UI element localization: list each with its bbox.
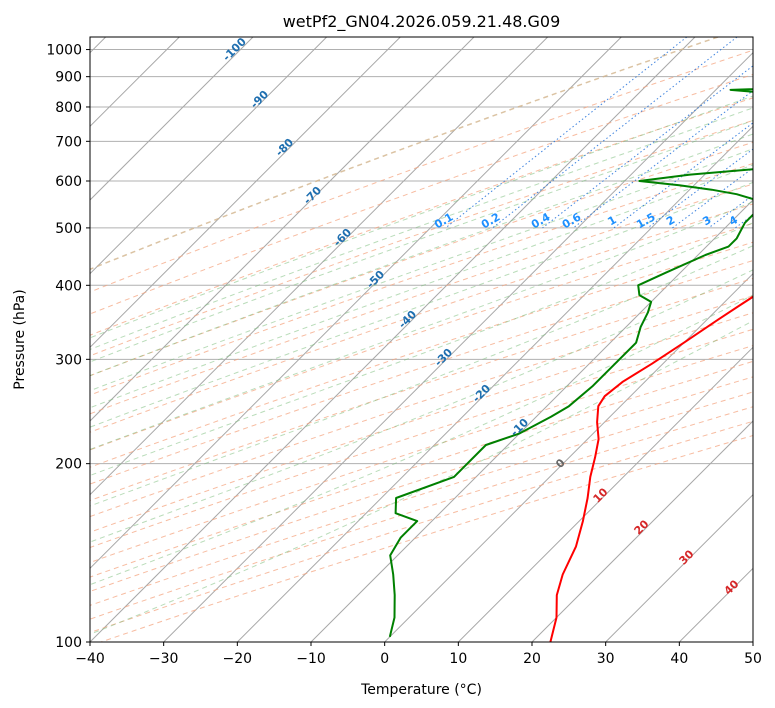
chart-title: wetPf2_GN04.2026.059.21.48.G09 — [283, 12, 561, 32]
moist-adiabat — [90, 148, 753, 392]
dry-adiabat — [90, 277, 753, 502]
dry-adiabat — [90, 420, 753, 634]
isobar-gridlines — [90, 49, 753, 642]
dry-adiabats — [90, 37, 753, 642]
moist-adiabat — [90, 294, 753, 586]
moist-adiabat — [90, 245, 753, 507]
x-tick-label: −10 — [296, 651, 326, 667]
dry-adiabat — [90, 312, 753, 533]
mixing-ratio-lines — [445, 37, 753, 229]
dry-adiabat-label: -60 — [331, 226, 354, 249]
moist-adiabat — [90, 181, 753, 428]
y-tick-label: 500 — [55, 221, 82, 237]
y-tick-label: 900 — [55, 70, 82, 86]
mixing-ratio-label: 2 — [664, 213, 677, 228]
dry-adiabat-label: -40 — [396, 308, 419, 331]
x-axis-ticks: −40 −30 −20 −10 0 10 20 30 40 50 — [75, 642, 762, 667]
mixing-ratio-line — [672, 167, 753, 229]
dry-adiabat — [90, 328, 753, 549]
dewpoint-trace — [388, 88, 753, 638]
y-tick-label: 600 — [55, 174, 82, 190]
moist-adiabat — [90, 107, 753, 351]
isotherm — [531, 420, 753, 642]
moist-adiabats — [90, 95, 753, 635]
dry-adiabat — [90, 260, 753, 485]
moist-adiabat-label: 10 — [591, 485, 611, 505]
isotherm — [90, 37, 696, 642]
x-tick-label: 0 — [380, 651, 389, 667]
reference-curve — [90, 37, 719, 271]
y-tick-label: 300 — [55, 352, 82, 368]
dry-adiabat — [90, 222, 753, 451]
mixing-ratio-line — [572, 90, 753, 229]
isotherm — [678, 567, 753, 642]
dry-adiabat — [90, 141, 753, 377]
isotherm — [384, 272, 753, 642]
y-tick-label: 700 — [55, 134, 82, 150]
x-tick-label: −20 — [223, 651, 253, 667]
temperature-trace — [549, 295, 753, 642]
y-tick-label: 400 — [55, 278, 82, 294]
dry-adiabat-label: -20 — [470, 382, 493, 405]
line-labels: 0.1 0.2 0.4 0.6 1 1.5 2 3 4-100-90-80-70-60-50-4… — [220, 37, 742, 598]
y-tick-label: 100 — [55, 635, 82, 651]
plot-frame — [89, 36, 754, 643]
dry-adiabat-label: -30 — [432, 346, 455, 369]
isotherm — [163, 51, 753, 642]
plot-area: 0.1 0.2 0.4 0.6 1 1.5 2 3 4-100-90-80-70-60-50-4… — [90, 37, 753, 642]
dry-adiabat-label: -80 — [273, 136, 296, 159]
isotherm — [90, 37, 622, 570]
x-tick-label: −30 — [149, 651, 179, 667]
y-tick-label: 800 — [55, 100, 82, 116]
dry-adiabat-label: -90 — [248, 88, 271, 111]
x-tick-label: 20 — [523, 651, 541, 667]
isotherm — [90, 37, 254, 201]
profile-traces — [388, 88, 753, 642]
isotherm — [605, 493, 753, 642]
dry-adiabat — [90, 203, 753, 433]
moist-adiabat — [90, 95, 753, 339]
y-axis-label: Pressure (hPa) — [12, 289, 28, 389]
isotherm — [310, 199, 753, 642]
moist-adiabat-label: 20 — [632, 517, 652, 537]
x-axis-label: Temperature (°C) — [360, 682, 482, 698]
isotherm — [752, 641, 753, 642]
isotherm — [90, 37, 328, 275]
isotherm — [457, 346, 753, 642]
isotherm — [90, 37, 475, 422]
mixing-ratio-line — [542, 65, 753, 229]
mixing-ratio-label: 4 — [727, 213, 740, 228]
moist-adiabat — [90, 320, 753, 635]
moist-adiabat — [90, 201, 753, 451]
dry-adiabat — [90, 360, 753, 578]
moist-adiabat-label: 30 — [677, 547, 697, 567]
isotherm — [90, 37, 549, 496]
y-tick-label: 1000 — [46, 43, 82, 59]
x-tick-label: −40 — [75, 651, 105, 667]
mixing-ratio-line — [492, 37, 738, 229]
dry-adiabat — [90, 119, 753, 357]
x-tick-label: 30 — [597, 651, 615, 667]
mixing-ratio-line — [734, 214, 753, 229]
isotherm — [90, 37, 401, 349]
dry-adiabat — [90, 73, 753, 315]
dry-adiabat-label: -70 — [301, 184, 324, 207]
y-axis-ticks: 100 200 300 400 500 600 700 800 900 1000 — [46, 43, 90, 651]
dry-adiabat — [90, 376, 753, 592]
x-tick-label: 40 — [670, 651, 688, 667]
dry-adiabat — [90, 49, 753, 293]
y-tick-label: 200 — [55, 457, 82, 473]
x-tick-label: 50 — [744, 651, 762, 667]
moist-adiabat-label: 40 — [722, 577, 742, 597]
x-tick-label: 10 — [449, 651, 467, 667]
isotherm — [236, 125, 753, 642]
